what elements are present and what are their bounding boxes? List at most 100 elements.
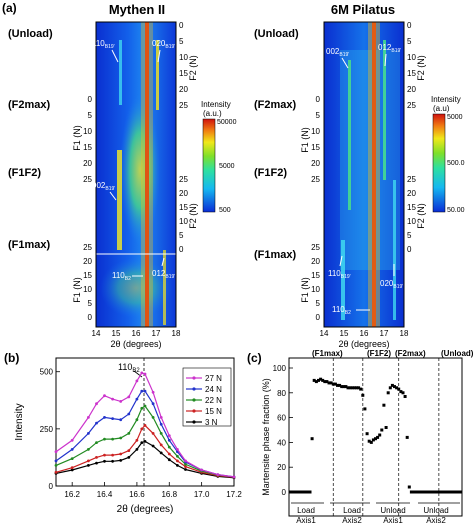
data-point <box>291 490 295 494</box>
series-point <box>176 464 179 467</box>
data-point <box>365 432 369 436</box>
heatmap-a-right-axis: 0 5 10 15 20 25 F2 (N) 25 20 15 10 5 0 F… <box>179 21 198 254</box>
heatmap-a-xtick: 15 <box>112 329 121 338</box>
data-point <box>314 380 318 384</box>
series-point <box>135 438 139 442</box>
heatmap-b-peak-label-110b19: 110B19' <box>328 255 351 280</box>
data-point <box>441 490 445 494</box>
heatmap-b-right-tick: 20 <box>407 85 416 94</box>
stage-label-f1max-a: (F1max) <box>8 239 51 251</box>
data-point <box>340 385 344 389</box>
stage-label-f2max-b: (F2max) <box>254 99 297 111</box>
series-line <box>55 424 235 478</box>
legend-marker <box>192 376 196 380</box>
legend-items: 27 N 24 N 22 N 15 N 3 N <box>186 374 222 427</box>
heatmap-b-left-tick: 15 <box>311 143 320 152</box>
segment-label-sub: Axis2 <box>342 516 362 525</box>
svg-text:110B2: 110B2 <box>112 271 131 282</box>
series-point <box>87 432 90 435</box>
heatmap-a-xtick: 16 <box>132 329 141 338</box>
series-point <box>70 448 74 451</box>
heatmap-a-left-tick: 25 <box>83 175 92 184</box>
series-point <box>143 424 147 427</box>
series-point <box>95 461 98 465</box>
heatmap-a-left-tick: 10 <box>83 127 92 136</box>
heatmap-b-right-tick: 10 <box>407 217 416 226</box>
series-point <box>135 418 139 422</box>
data-point <box>422 490 426 494</box>
arrow-line <box>339 255 343 267</box>
heatmap-b-left-label-lower: F1 (N) <box>300 277 310 303</box>
series-point <box>232 475 236 479</box>
data-point <box>395 386 399 390</box>
peak-label-sub: B2 <box>125 276 131 282</box>
scatter-chart: 0 20 40 60 80 100 Martensite phase fraction (… <box>261 349 474 525</box>
heatmap-b: 6M Pilatus (Unload) (F2max) (F1F2) (F1ma… <box>254 2 465 349</box>
data-point <box>355 386 358 390</box>
series-point <box>70 468 74 472</box>
heatmap-a-xtick: 14 <box>92 329 101 338</box>
colorbar-a-unit: (a.u.) <box>203 109 222 118</box>
heatmap-b-peak-label-012b19: 012B19' <box>378 43 401 67</box>
colorbar-b-tick: 50.00 <box>447 207 465 214</box>
x-tick-label: 17.0 <box>194 490 210 499</box>
panel-label-c: (c) <box>247 351 262 365</box>
heatmap-b-xtick: 15 <box>340 329 349 338</box>
series-point <box>143 389 147 393</box>
line-chart-series <box>54 371 236 480</box>
data-point <box>454 490 458 494</box>
colorbar-a-tick: 5000 <box>219 163 235 170</box>
data-point <box>357 386 361 390</box>
series-point <box>111 459 114 463</box>
series-point <box>95 421 98 425</box>
heatmap-b-xtick: 17 <box>380 329 389 338</box>
data-point <box>428 490 432 494</box>
series-point <box>167 458 171 462</box>
heatmap-b-right-tick: 15 <box>407 203 416 212</box>
data-point <box>388 386 392 390</box>
data-point <box>452 490 456 494</box>
data-point <box>399 390 403 394</box>
x-tick-label: 17.2 <box>226 490 242 499</box>
series-point <box>127 449 131 452</box>
data-point <box>329 381 333 385</box>
heatmap-a-right-tick: 5 <box>179 231 184 240</box>
x-tick-label: 16.6 <box>129 490 145 499</box>
peak-label-main: 110 <box>92 39 105 48</box>
heatmap-a-left-tick: 15 <box>83 143 92 152</box>
heatmap-a-peak-label-002b19: 002B19' <box>92 181 117 201</box>
y-tick-label: 60 <box>277 414 286 423</box>
peak-annotation: 110B2 <box>118 362 140 374</box>
heatmap-b-right-tick: 5 <box>407 231 412 240</box>
legend-label: 15 N <box>205 407 222 416</box>
data-point <box>374 437 377 441</box>
data-point <box>456 490 460 494</box>
data-point <box>433 490 437 494</box>
data-point <box>306 490 310 494</box>
series-point <box>103 394 106 398</box>
series-point <box>167 445 171 449</box>
series-point <box>103 437 106 441</box>
heatmap-b-right-axis: 0 5 10 15 20 25 F2 (N) 25 20 15 10 5 0 F… <box>407 21 426 254</box>
peak-label-main: 020 <box>152 39 166 48</box>
peak-label-main: 020 <box>380 279 394 288</box>
heatmap-b-bg <box>324 22 404 327</box>
data-point <box>435 490 439 494</box>
data-point <box>447 490 451 494</box>
scatter-frame <box>288 357 463 517</box>
y-tick-label: 0 <box>49 482 54 491</box>
data-point <box>304 490 308 494</box>
segment-label-sub: Axis2 <box>426 516 446 525</box>
data-point <box>300 490 304 494</box>
peak-label-sub: B19' <box>165 274 175 280</box>
heatmap-a-right-tick: 15 <box>179 69 188 78</box>
data-point <box>412 490 415 494</box>
svg-text:110B19': 110B19' <box>328 269 351 280</box>
stage-label-unload-b: (Unload) <box>254 28 299 40</box>
heatmap-b-left-tick: 15 <box>311 271 320 280</box>
panel-label-b: (b) <box>4 351 19 365</box>
heatmap-b-peak-label-110b2: 110B2 <box>332 305 370 316</box>
series-point <box>54 464 58 467</box>
series-point <box>70 438 74 442</box>
stage-label-f1f2-b: (F1F2) <box>254 167 287 179</box>
